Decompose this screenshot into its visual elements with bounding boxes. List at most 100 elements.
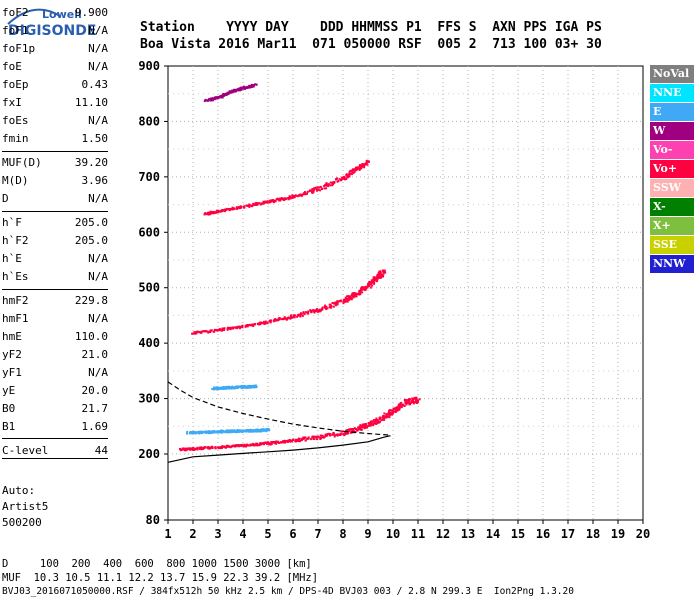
trace-point bbox=[316, 189, 319, 192]
trace-point bbox=[354, 293, 357, 296]
trace-point bbox=[229, 430, 232, 433]
trace-point bbox=[365, 161, 368, 164]
trace-point bbox=[405, 399, 408, 402]
trace-point bbox=[232, 444, 235, 447]
trace-point bbox=[302, 311, 305, 314]
trace-point bbox=[264, 200, 267, 203]
trace-point bbox=[379, 272, 382, 275]
trace-point bbox=[186, 432, 189, 435]
trace-point bbox=[368, 283, 371, 286]
param-row-hme: hmE 110.0 bbox=[2, 328, 108, 346]
logo-arc-icon bbox=[7, 8, 61, 25]
trace-point bbox=[369, 424, 372, 427]
trace-point bbox=[369, 283, 372, 286]
trace-point bbox=[196, 330, 199, 333]
trace-point bbox=[378, 274, 381, 277]
trace-point bbox=[355, 166, 358, 169]
trace-point bbox=[337, 433, 340, 436]
logo-top-text: Lowell bbox=[42, 8, 82, 21]
trace-point bbox=[217, 209, 220, 212]
trace-point bbox=[387, 415, 390, 418]
trace-point bbox=[255, 203, 258, 206]
trace-point bbox=[209, 447, 212, 450]
trace-point bbox=[331, 184, 334, 187]
y-tick-label: 900 bbox=[138, 59, 160, 73]
trace-point bbox=[341, 176, 344, 179]
trace-point bbox=[363, 286, 366, 289]
trace-point bbox=[352, 296, 355, 299]
trace-point bbox=[279, 197, 282, 200]
param-row-foes: foEs N/A bbox=[2, 112, 108, 130]
panel-separator bbox=[2, 438, 108, 439]
trace-point bbox=[239, 205, 242, 208]
trace-point bbox=[195, 431, 198, 434]
trace-point bbox=[282, 199, 285, 202]
trace-point bbox=[311, 191, 314, 194]
trace-point bbox=[357, 426, 360, 429]
trace-point bbox=[388, 416, 391, 419]
param-value: 1.69 bbox=[81, 420, 109, 433]
trace-point bbox=[368, 284, 371, 287]
legend-item-ssw: SSW bbox=[650, 179, 694, 197]
trace-point bbox=[268, 199, 271, 202]
trace-point bbox=[233, 386, 236, 389]
legend-item-x-: X- bbox=[650, 198, 694, 216]
trace-point bbox=[274, 442, 277, 445]
trace-point bbox=[347, 299, 350, 302]
trace-point bbox=[344, 431, 347, 434]
trace-point bbox=[280, 318, 283, 321]
trace-point bbox=[291, 194, 294, 197]
trace-point bbox=[350, 298, 353, 301]
trace-point bbox=[379, 273, 382, 276]
trace-point bbox=[243, 444, 246, 447]
trace-point bbox=[331, 433, 334, 436]
trace-point bbox=[258, 444, 261, 447]
trace-point bbox=[248, 430, 251, 433]
auto-program: Artist5 bbox=[2, 500, 49, 513]
trace-point bbox=[300, 439, 303, 442]
trace-point bbox=[224, 387, 227, 390]
param-value: 229.8 bbox=[74, 294, 108, 307]
trace-point bbox=[366, 160, 369, 163]
trace-point bbox=[382, 270, 385, 273]
trace-point bbox=[223, 94, 226, 97]
panel-separator bbox=[2, 458, 108, 459]
trace-point bbox=[233, 88, 236, 91]
trace-point bbox=[332, 431, 335, 434]
param-row-c-level: C-level 44 bbox=[2, 442, 108, 460]
trace-point bbox=[255, 83, 258, 86]
trace-point bbox=[191, 430, 194, 433]
trace-point bbox=[300, 437, 303, 440]
trace-point bbox=[261, 429, 264, 432]
trace-point bbox=[321, 308, 324, 311]
trace-point bbox=[212, 388, 215, 391]
trace-point bbox=[242, 386, 245, 389]
trace-point bbox=[208, 431, 211, 434]
trace-point bbox=[321, 436, 324, 439]
trace-point bbox=[314, 309, 317, 312]
y-tick-label: 400 bbox=[138, 336, 160, 350]
trace-point bbox=[276, 197, 279, 200]
trace-point bbox=[379, 275, 382, 278]
trace-point bbox=[360, 425, 363, 428]
trace-point bbox=[180, 448, 183, 451]
trace-point bbox=[334, 434, 337, 437]
trace-point bbox=[359, 166, 362, 169]
trace-point bbox=[339, 179, 342, 182]
trace-point bbox=[332, 181, 335, 184]
x-tick-label: 17 bbox=[561, 527, 575, 541]
trace-point bbox=[381, 274, 384, 277]
trace-point bbox=[292, 314, 295, 317]
trace-point bbox=[285, 440, 288, 443]
trace-point bbox=[362, 163, 365, 166]
trace-point bbox=[417, 399, 420, 402]
trace-point bbox=[214, 329, 217, 332]
trace-point bbox=[216, 210, 219, 213]
param-value: N/A bbox=[88, 114, 108, 127]
trace-point bbox=[259, 323, 262, 326]
trace-point bbox=[342, 299, 345, 302]
trace-point bbox=[382, 269, 385, 272]
trace-point bbox=[349, 428, 352, 431]
trace-point bbox=[304, 439, 307, 442]
trace-point bbox=[235, 88, 238, 91]
